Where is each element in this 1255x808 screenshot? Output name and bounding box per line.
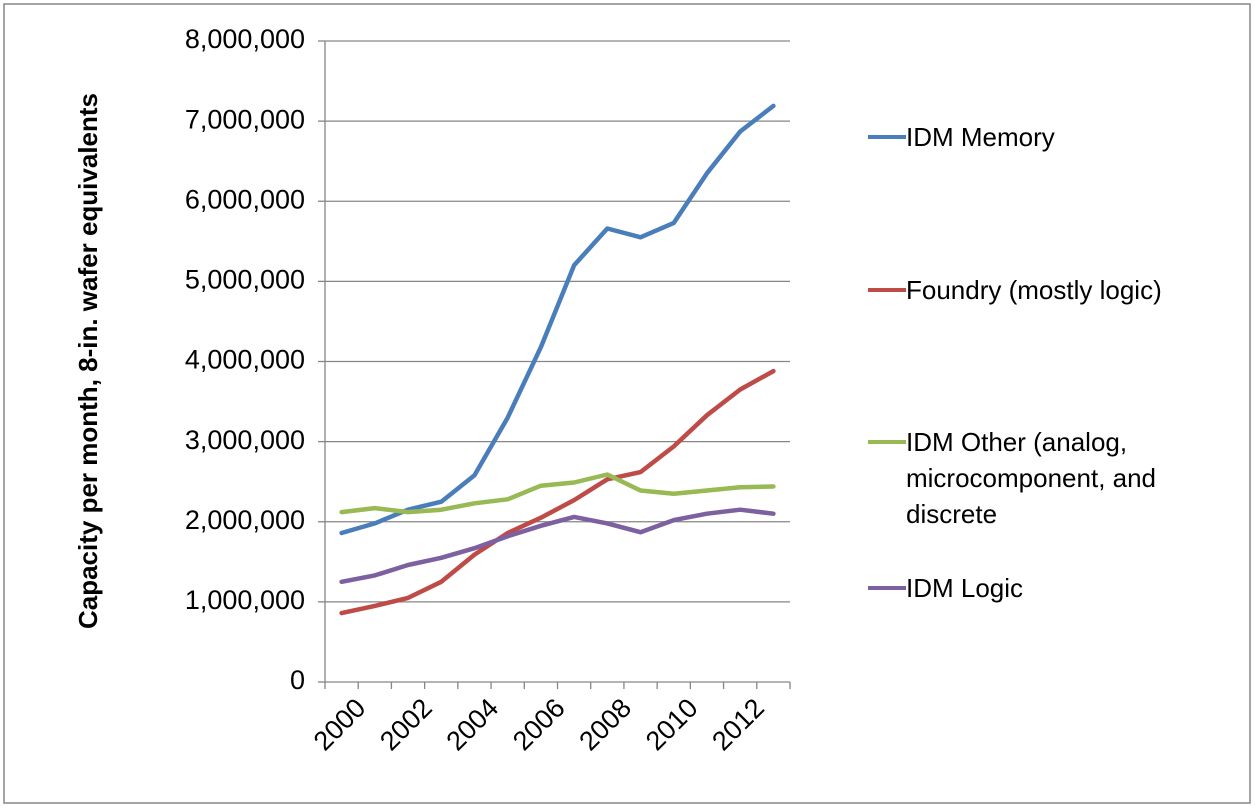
- y-tick-label: 0: [290, 665, 305, 695]
- series-line: [339, 507, 776, 585]
- y-tick-label: 3,000,000: [185, 425, 305, 455]
- legend-label: Foundry (mostly logic): [906, 275, 1162, 305]
- legend-label: IDM Memory: [906, 122, 1055, 152]
- legend-label: IDM Other (analog, microcomponent, and d…: [906, 427, 1157, 529]
- x-tick-label: 2012: [706, 693, 770, 757]
- legend-entry: IDM Memory: [868, 119, 1238, 155]
- series-line: [339, 472, 776, 515]
- legend-swatch: [868, 288, 906, 292]
- chart-border: [3, 3, 1251, 804]
- legend-swatch: [868, 586, 906, 590]
- legend-label: IDM Logic: [906, 573, 1024, 603]
- x-tick-label: 2004: [441, 693, 505, 757]
- legend-swatch: [868, 440, 906, 444]
- x-tick-label: 2008: [573, 693, 637, 757]
- legend-entry: IDM Other (analog, microcomponent, and d…: [868, 424, 1238, 532]
- x-tick-label: 2006: [507, 693, 571, 757]
- y-tick-label: 1,000,000: [185, 585, 305, 615]
- legend-entry: Foundry (mostly logic): [868, 272, 1238, 308]
- y-tick-label: 5,000,000: [185, 265, 305, 295]
- y-tick-label: 4,000,000: [185, 345, 305, 375]
- y-tick-label: 2,000,000: [185, 505, 305, 535]
- y-tick-label: 8,000,000: [185, 24, 305, 54]
- x-tick-label: 2002: [374, 693, 438, 757]
- series-line: [339, 368, 776, 616]
- x-tick-label: 2000: [308, 693, 372, 757]
- legend-swatch: [868, 135, 906, 139]
- y-tick-label: 6,000,000: [185, 184, 305, 214]
- legend-entry: IDM Logic: [868, 570, 1238, 606]
- y-axis-title: Capacity per month, 8-in. wafer equivale…: [73, 92, 103, 630]
- series-line: [339, 103, 776, 536]
- x-tick-label: 2010: [640, 693, 704, 757]
- y-tick-label: 7,000,000: [185, 104, 305, 134]
